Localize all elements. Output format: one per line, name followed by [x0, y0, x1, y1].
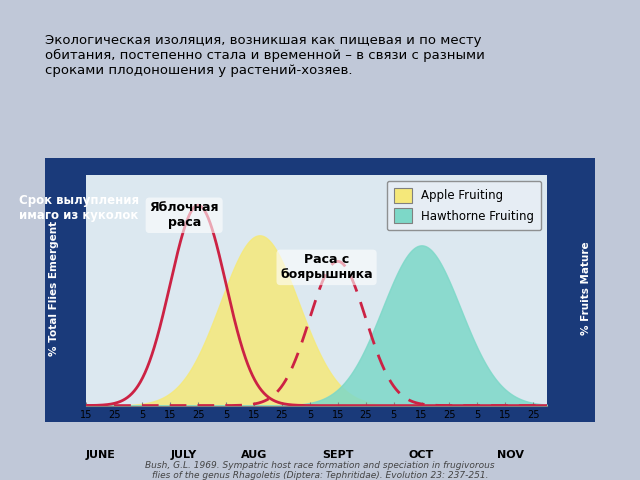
Text: Раса с
боярышника: Раса с боярышника [280, 253, 373, 281]
Text: NOV: NOV [497, 450, 524, 460]
Legend: Apple Fruiting, Hawthorne Fruiting: Apple Fruiting, Hawthorne Fruiting [387, 181, 541, 230]
Text: % Fruits Mature: % Fruits Mature [580, 241, 591, 335]
Text: SEPT: SEPT [322, 450, 353, 460]
Text: Экологическая изоляция, возникшая как пищевая и по месту
обитания, постепенно ст: Экологическая изоляция, возникшая как пи… [45, 34, 484, 77]
Text: JULY: JULY [171, 450, 197, 460]
Text: JUNE: JUNE [85, 450, 115, 460]
Text: OCT: OCT [409, 450, 434, 460]
Text: Яблочная
раса: Яблочная раса [149, 201, 219, 229]
Text: Срок вылупления
имаго из куколок: Срок вылупления имаго из куколок [19, 194, 140, 222]
Text: % Total Flies Emergent: % Total Flies Emergent [49, 220, 60, 356]
Text: AUG: AUG [241, 450, 267, 460]
Text: Bush, G.L. 1969. Sympatric host race formation and speciation in frugivorous
fli: Bush, G.L. 1969. Sympatric host race for… [145, 461, 495, 480]
